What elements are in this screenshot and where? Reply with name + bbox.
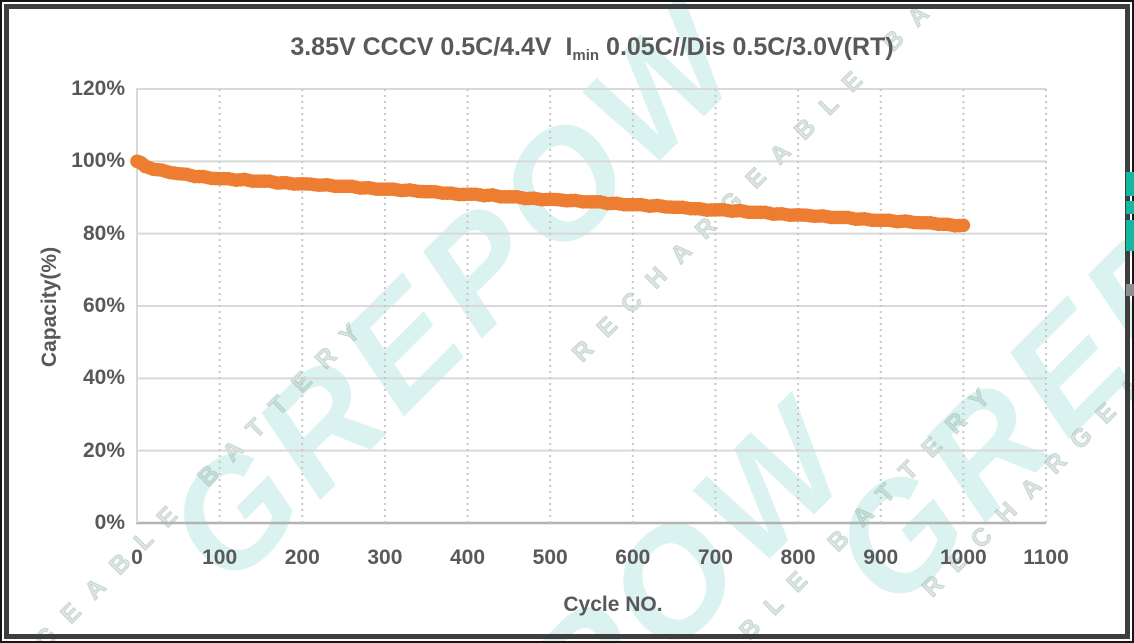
x-tick-label: 100 — [202, 546, 238, 569]
x-tick-label: 400 — [450, 546, 486, 569]
y-tick-label: 20% — [82, 438, 125, 462]
chart-title: 3.85V CCCV 0.5C/4.4V Imin 0.05C//Dis 0.5… — [50, 33, 1134, 64]
x-tick-label: 800 — [780, 546, 816, 569]
chart-title-subscript: min — [572, 47, 600, 64]
y-tick-label: 120% — [71, 77, 125, 100]
x-tick-label: 1100 — [1023, 546, 1069, 569]
watermark-edge-fragment — [1126, 172, 1134, 196]
x-tick-label: 300 — [367, 546, 403, 569]
watermark-edge-fragment — [1126, 284, 1134, 296]
x-tick-label: 900 — [863, 546, 899, 569]
x-tick-label: 1000 — [940, 546, 987, 569]
y-tick-label: 40% — [82, 366, 125, 390]
y-tick-label: 80% — [82, 221, 125, 245]
x-tick-label: 700 — [697, 546, 733, 569]
x-tick-label: 500 — [532, 546, 568, 569]
chart-title-part2: 0.05C//Dis 0.5C/3.0V(RT) — [599, 33, 894, 61]
watermark-edge-fragment — [1126, 201, 1134, 214]
chart-title-part1: 3.85V CCCV 0.5C/4.4V I — [290, 33, 573, 61]
y-tick-label: 0% — [94, 511, 125, 534]
y-tick-label: 60% — [82, 294, 125, 317]
data-point — [952, 218, 967, 233]
x-axis-title: Cycle NO. — [563, 593, 663, 616]
y-tick-label: 100% — [71, 149, 125, 173]
x-tick-label: 200 — [284, 546, 320, 569]
x-tick-label: 600 — [615, 546, 651, 569]
x-tick-label: 0 — [131, 546, 143, 569]
watermark-edge-fragment — [1126, 220, 1134, 251]
